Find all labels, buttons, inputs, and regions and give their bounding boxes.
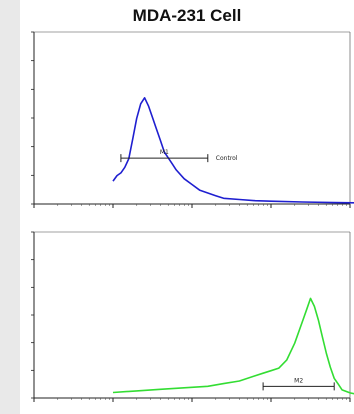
gate-label: M2 xyxy=(294,377,303,384)
histogram-series-line xyxy=(112,297,354,395)
left-margin-strip xyxy=(0,0,20,414)
histogram-panel-bottom: M2 xyxy=(31,231,354,402)
figure-title: MDA-231 Cell xyxy=(132,6,242,25)
gate-label: M1 xyxy=(160,149,169,156)
histogram-series-line xyxy=(112,97,354,204)
histogram-panel-top: M1 Control xyxy=(31,31,354,208)
gate-annotation: Control xyxy=(216,155,238,162)
